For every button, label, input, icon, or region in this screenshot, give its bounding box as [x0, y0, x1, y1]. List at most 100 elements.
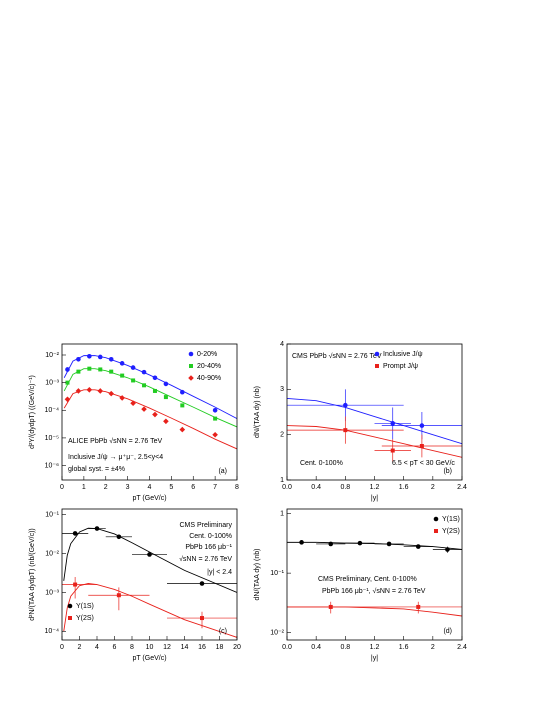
- marker: [72, 531, 78, 536]
- marker: [142, 383, 147, 388]
- y-tick-label: 10⁻⁴: [45, 407, 60, 414]
- legend-label: Prompt J/ψ: [383, 363, 418, 370]
- marker: [179, 426, 186, 433]
- marker: [75, 388, 82, 394]
- marker: [141, 406, 147, 412]
- fit-curve: [287, 425, 462, 458]
- legend-label: Υ(1S): [76, 603, 94, 610]
- x-tick-label: 0.0: [282, 644, 292, 651]
- marker: [299, 540, 304, 545]
- legend-label: Υ(2S): [76, 615, 94, 622]
- marker: [86, 387, 93, 393]
- plot-area: [62, 526, 237, 638]
- y-axis-label: dN/(TAA dy) (nb): [254, 386, 261, 438]
- marker: [434, 529, 438, 533]
- marker: [131, 378, 136, 383]
- marker: [415, 544, 421, 549]
- marker: [64, 396, 71, 403]
- legend-entry: Υ(2S): [68, 615, 94, 622]
- y-axis-label: dN/(TAA dy) (nb): [254, 549, 261, 601]
- marker: [97, 354, 103, 360]
- y-tick-label: 3: [280, 386, 284, 393]
- y-tick-label: 10⁻⁴: [45, 628, 60, 635]
- x-tick-label: 4: [95, 644, 99, 651]
- y-tick-label: 10⁻²: [45, 352, 59, 359]
- x-tick-label: 6: [191, 484, 195, 491]
- marker: [130, 365, 136, 370]
- legend-label: 0-20%: [197, 351, 217, 358]
- panel: 0.0 0.4 0.8 1.2 1.6 2 2.4 10⁻² 10⁻¹ 1 |y| dN/(TAA d…: [254, 508, 467, 662]
- marker: [119, 395, 125, 401]
- marker: [65, 380, 70, 385]
- marker: [147, 552, 152, 557]
- y-tick-label: 10⁻⁵: [45, 435, 59, 442]
- x-tick-label: 4: [148, 484, 152, 491]
- x-tick-label: 12: [163, 644, 171, 651]
- legend-label: 40-90%: [197, 375, 221, 382]
- y-axis-label: d²N/(TAA dydpT) (nb/(GeV/c)): [29, 528, 36, 620]
- plot-area: [287, 540, 462, 617]
- marker: [419, 444, 424, 448]
- marker: [163, 418, 169, 425]
- x-tick-label: 0.8: [340, 644, 350, 651]
- marker: [419, 423, 425, 428]
- marker: [116, 534, 122, 540]
- x-tick-label: 20: [233, 644, 241, 651]
- annotation: √sNN = 2.76 TeV: [179, 555, 232, 563]
- y-tick-label: 10⁻³: [45, 589, 59, 596]
- x-tick-label: 7: [213, 484, 217, 491]
- x-tick-label: 0.8: [340, 484, 350, 491]
- x-tick-label: 1.2: [370, 484, 380, 491]
- legend-entry: 40-90%: [188, 375, 221, 382]
- y-tick-label: 10⁻⁶: [45, 462, 59, 469]
- x-axis-label: |y|: [371, 495, 378, 502]
- marker: [87, 353, 92, 359]
- marker: [180, 403, 185, 408]
- legend-entry: Υ(1S): [433, 516, 460, 523]
- x-tick-label: 1.6: [399, 484, 409, 491]
- marker: [328, 604, 333, 609]
- fit-curve: [63, 355, 237, 419]
- x-tick-label: 0: [60, 644, 64, 651]
- x-tick-label: 2: [431, 644, 435, 651]
- y-tick-label: 10⁻²: [45, 550, 59, 557]
- x-tick-label: 18: [216, 644, 224, 651]
- frame: [61, 343, 238, 481]
- marker: [189, 364, 193, 368]
- annotation: PbPb 166 μb⁻¹: [185, 544, 232, 551]
- y-tick-label: 4: [280, 341, 284, 348]
- marker: [109, 369, 114, 374]
- panel-label: (b): [443, 468, 452, 475]
- marker: [343, 402, 348, 408]
- marker: [73, 582, 78, 587]
- panel: 0.0 0.4 0.8 1.2 1.6 2 2.4 1 2 3 4 |y| dN/(TAA dy) (n…: [254, 341, 467, 502]
- x-tick-label: 2: [104, 484, 108, 491]
- panel-label: (c): [219, 628, 227, 635]
- x-axis-label: pT (GeV/c): [132, 495, 166, 502]
- panel: 0 2 4 6 8 10 12 14 16 18 20 10⁻⁴ 10⁻³ 10⁻² 10⁻¹ pT (GeV…: [29, 508, 241, 662]
- x-axis-label: |y|: [371, 655, 378, 662]
- legend-label: Υ(2S): [442, 528, 460, 535]
- plot-area: [63, 353, 237, 450]
- marker: [68, 616, 72, 620]
- y-tick-label: 10⁻¹: [45, 512, 59, 519]
- marker: [130, 400, 136, 407]
- marker: [390, 448, 395, 453]
- plot-area: [287, 389, 462, 462]
- legend-label: Inclusive J/ψ: [383, 351, 423, 358]
- marker: [67, 603, 73, 609]
- x-tick-label: 8: [235, 484, 239, 491]
- x-tick-label: 0.0: [282, 484, 292, 491]
- frame: [61, 508, 238, 641]
- annotation: Inclusive J/ψ → μ⁺μ⁻, 2.5<y<4: [68, 454, 163, 461]
- panel-label: (a): [218, 468, 227, 475]
- marker: [108, 390, 115, 397]
- marker: [188, 375, 194, 381]
- marker: [200, 616, 204, 621]
- y-tick-label: 1: [280, 511, 284, 518]
- x-tick-label: 1: [82, 484, 86, 491]
- legend-entry: 0-20%: [188, 351, 217, 358]
- x-tick-label: 0.4: [311, 644, 321, 651]
- y-axis-label: d²Y/(dydpT) ((GeV/c)⁻¹): [29, 375, 36, 449]
